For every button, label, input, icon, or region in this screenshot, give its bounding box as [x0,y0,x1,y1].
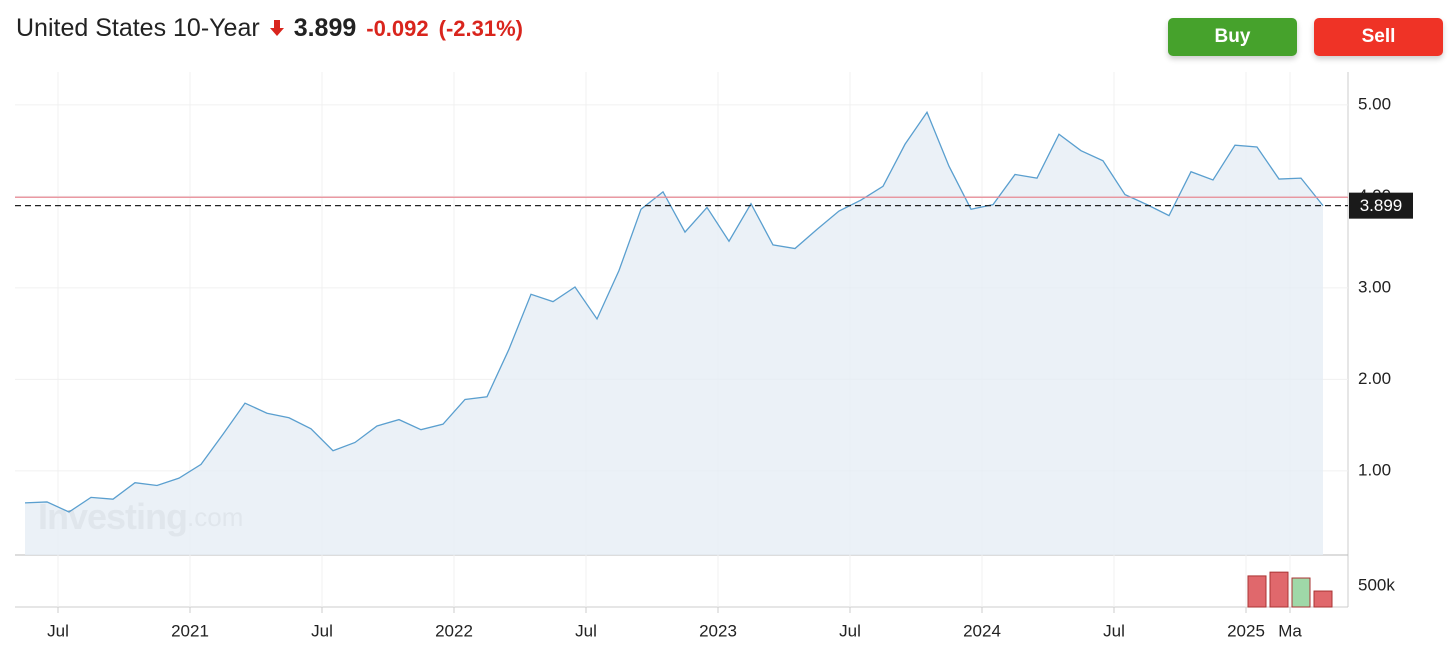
change-pct: (-2.31%) [438,16,523,41]
y-tick-label: 3.00 [1358,277,1391,296]
volume-bar [1247,575,1267,608]
header: United States 10-Year 3.899 -0.092 (-2.3… [16,14,523,43]
title: United States 10-Year [16,14,260,42]
y-tick-label: 1.00 [1358,460,1391,479]
down-arrow [269,20,284,36]
volume-tick-label: 500k [1358,575,1395,594]
watermark: Investing.com [38,496,243,537]
x-tick-label: Jul [575,621,597,640]
volume-bar [1269,571,1289,608]
x-tick-label: 2025 [1227,621,1265,640]
y-tick-label: 2.00 [1358,369,1391,388]
x-tick-label: 2021 [171,621,209,640]
y-tick-label: 4.00 [1358,186,1391,205]
x-tick-label: Jul [839,621,861,640]
y-tick-label: 5.00 [1358,94,1391,113]
x-tick-label: Ma [1278,621,1302,640]
x-tick-label: Jul [1103,621,1125,640]
area [25,112,1323,555]
watermark-domain: .com [187,502,243,532]
change: -0.092 [366,16,429,41]
sell-button[interactable]: Sell [1314,18,1443,56]
x-tick-label: 2022 [435,621,473,640]
volume-bar [1313,590,1333,608]
watermark-brand: Investing [38,496,187,537]
line [24,110,1324,513]
volume-bar [1291,577,1311,608]
x-tick-label: Jul [47,621,69,640]
price-tag-label: 3.899 [1360,196,1403,215]
price-tag [1349,192,1413,219]
buy-button[interactable]: Buy [1168,18,1297,56]
price: 3.899 [293,14,357,42]
x-tick-label: 2024 [963,621,1001,640]
x-tick-label: 2023 [699,621,737,640]
x-tick-label: Jul [311,621,333,640]
